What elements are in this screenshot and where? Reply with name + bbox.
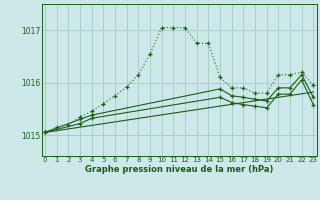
X-axis label: Graphe pression niveau de la mer (hPa): Graphe pression niveau de la mer (hPa) (85, 165, 273, 174)
